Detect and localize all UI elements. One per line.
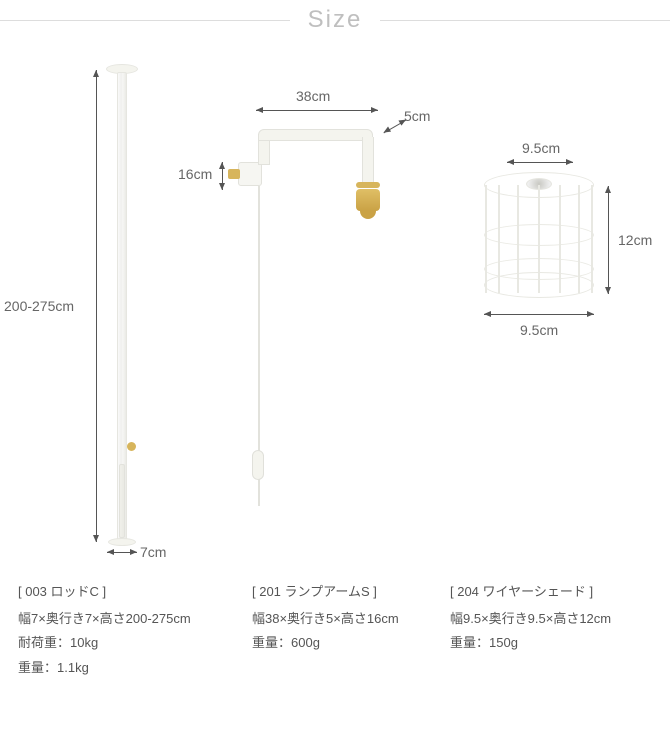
rod-width-arrow xyxy=(107,552,137,553)
spec-line: 耐荷重：10kg xyxy=(18,631,246,656)
arm-socket xyxy=(356,182,380,219)
shade-side-label: 12cm xyxy=(618,232,652,248)
arm-depth-label: 5cm xyxy=(404,108,430,124)
spec-title: [ 204 ワイヤーシェード ] xyxy=(450,580,650,605)
spec-line: 重量：150g xyxy=(450,631,650,656)
shade-top-label: 9.5cm xyxy=(522,140,560,156)
rod-width-label: 7cm xyxy=(140,544,166,560)
arm-height-label: 16cm xyxy=(178,166,212,182)
shade-wire-4 xyxy=(538,185,540,293)
socket-tip-icon xyxy=(360,211,376,219)
spec-column: [ 204 ワイヤーシェード ]幅9.5×奥行き9.5×高さ12cm重量：150… xyxy=(450,580,650,681)
spec-column: [ 201 ランプアームS ]幅38×奥行き5×高さ16cm重量：600g xyxy=(252,580,444,681)
shade-wire-2 xyxy=(498,185,500,293)
spec-line: 幅9.5×奥行き9.5×高さ12cm xyxy=(450,607,650,632)
arm-width-label: 38cm xyxy=(296,88,330,104)
spec-line: 幅7×奥行き7×高さ200-275cm xyxy=(18,607,246,632)
spec-column: [ 003 ロッドC ]幅7×奥行き7×高さ200-275cm耐荷重：10kg重… xyxy=(18,580,246,681)
spec-title: [ 003 ロッドC ] xyxy=(18,580,246,605)
title-row: Size xyxy=(0,0,670,34)
rod-brass-knob xyxy=(127,442,136,451)
spec-line: 重量：1.1kg xyxy=(18,656,246,681)
shade-wire-5 xyxy=(559,185,561,293)
shade-top-arrow xyxy=(507,162,573,163)
spec-line: 幅38×奥行き5×高さ16cm xyxy=(252,607,444,632)
arm-brass-screw xyxy=(228,169,240,179)
rod-foot xyxy=(108,538,136,546)
shade-bottom-arrow xyxy=(484,314,594,315)
arm-height-arrow xyxy=(222,162,223,190)
shade-wire-1 xyxy=(485,185,487,293)
arm-pipe-top xyxy=(258,129,373,141)
specs-row: [ 003 ロッドC ]幅7×奥行き7×高さ200-275cm耐荷重：10kg重… xyxy=(0,554,670,681)
rod-height-label: 200-275cm xyxy=(4,298,74,314)
rod-height-arrow xyxy=(96,70,97,542)
socket-body-icon xyxy=(356,189,380,211)
wire-shade xyxy=(484,172,594,298)
arm-width-arrow xyxy=(256,110,378,111)
shade-wire-3 xyxy=(517,185,519,293)
arm-pipe-right xyxy=(362,137,374,185)
diagram-canvas: 200-275cm 7cm 38cm 5cm 16cm 9.5cm 12cm 9… xyxy=(0,64,670,554)
shade-wire-6 xyxy=(578,185,580,293)
page-title: Size xyxy=(308,6,363,34)
rod-lower-pole xyxy=(119,464,125,538)
shade-side-arrow xyxy=(608,186,609,294)
spec-title: [ 201 ランプアームS ] xyxy=(252,580,444,605)
arm-bracket xyxy=(238,162,262,186)
socket-ring-icon xyxy=(356,182,380,188)
shade-bottom-label: 9.5cm xyxy=(520,322,558,338)
spec-line: 重量：600g xyxy=(252,631,444,656)
divider-left xyxy=(0,20,290,21)
shade-wire-7 xyxy=(591,185,593,293)
arm-cord-switch xyxy=(252,450,264,480)
arm-pipe-left xyxy=(258,137,270,165)
divider-right xyxy=(380,20,670,21)
